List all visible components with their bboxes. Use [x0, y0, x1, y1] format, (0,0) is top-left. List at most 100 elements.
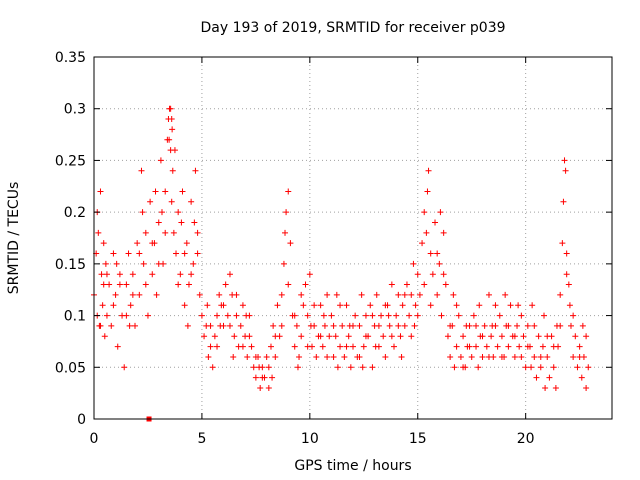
data-point — [516, 343, 523, 350]
data-point — [142, 281, 149, 288]
data-point — [250, 364, 257, 371]
data-point — [204, 302, 211, 309]
data-point — [194, 229, 201, 236]
data-point — [140, 260, 147, 267]
data-point — [306, 271, 313, 278]
data-point — [410, 260, 417, 267]
data-point — [483, 343, 490, 350]
data-point — [463, 322, 470, 329]
data-point — [453, 302, 460, 309]
data-point — [524, 343, 531, 350]
data-point — [226, 271, 233, 278]
data-point — [505, 343, 512, 350]
data-point — [406, 312, 413, 319]
data-point — [444, 333, 451, 340]
data-point — [123, 281, 130, 288]
data-point — [136, 291, 143, 298]
data-point — [190, 260, 197, 267]
data-point — [518, 353, 525, 360]
data-point — [511, 333, 518, 340]
data-point — [196, 291, 203, 298]
data-point — [479, 353, 486, 360]
data-point — [134, 240, 141, 247]
data-point — [226, 322, 233, 329]
data-point — [237, 322, 244, 329]
data-point — [476, 302, 483, 309]
data-point — [304, 343, 311, 350]
data-point — [243, 312, 250, 319]
data-point — [231, 333, 238, 340]
data-point — [207, 343, 214, 350]
data-point — [451, 364, 458, 371]
data-point — [533, 374, 540, 381]
data-point — [246, 333, 253, 340]
data-point — [421, 209, 428, 216]
data-point — [529, 302, 536, 309]
data-point — [395, 291, 402, 298]
data-point — [565, 281, 572, 288]
data-point — [269, 374, 276, 381]
data-point — [432, 219, 439, 226]
data-point — [136, 250, 143, 257]
data-point — [274, 302, 281, 309]
data-point — [414, 271, 421, 278]
data-point — [544, 353, 551, 360]
data-point — [282, 229, 289, 236]
data-point — [324, 291, 331, 298]
data-point — [334, 364, 341, 371]
data-point — [572, 333, 579, 340]
data-point — [332, 333, 339, 340]
data-point — [416, 291, 423, 298]
data-point — [100, 240, 107, 247]
data-point — [278, 291, 285, 298]
data-point — [375, 322, 382, 329]
data-point — [507, 302, 514, 309]
data-point — [466, 343, 473, 350]
data-point — [485, 291, 492, 298]
data-point — [531, 322, 538, 329]
data-point — [343, 343, 350, 350]
data-point — [291, 343, 298, 350]
data-point — [311, 302, 318, 309]
data-point — [209, 364, 216, 371]
data-point — [298, 291, 305, 298]
data-point — [126, 322, 133, 329]
data-point — [132, 322, 139, 329]
chart-title: Day 193 of 2019, SRMTID for receiver p03… — [200, 20, 505, 36]
data-point — [239, 302, 246, 309]
x-tick-label: 10 — [301, 431, 319, 447]
data-point — [162, 229, 169, 236]
data-point — [566, 302, 573, 309]
data-point — [423, 229, 430, 236]
data-point — [230, 353, 237, 360]
data-point — [298, 333, 305, 340]
data-point — [317, 333, 324, 340]
data-point — [272, 333, 279, 340]
data-point — [244, 353, 251, 360]
data-point — [369, 312, 376, 319]
data-point — [388, 333, 395, 340]
data-point — [100, 281, 107, 288]
data-point — [184, 322, 191, 329]
data-point — [475, 364, 482, 371]
data-point — [214, 312, 221, 319]
data-point — [498, 333, 505, 340]
data-point — [116, 271, 123, 278]
data-point — [419, 240, 426, 247]
data-point — [553, 322, 560, 329]
data-point — [259, 374, 266, 381]
x-tick-label: 5 — [197, 431, 206, 447]
data-point — [211, 333, 218, 340]
data-point — [293, 322, 300, 329]
data-point — [175, 281, 182, 288]
data-point — [294, 364, 301, 371]
ticks-layer: 0 0.05 0.1 0.15 0.2 0.25 0.3 0.35 0 5 10 15 20 — [55, 50, 612, 447]
data-point — [252, 353, 259, 360]
data-point — [511, 353, 518, 360]
data-point — [106, 281, 113, 288]
data-point — [356, 353, 363, 360]
data-point — [304, 312, 311, 319]
data-point — [531, 353, 538, 360]
data-point — [492, 302, 499, 309]
data-point — [391, 343, 398, 350]
